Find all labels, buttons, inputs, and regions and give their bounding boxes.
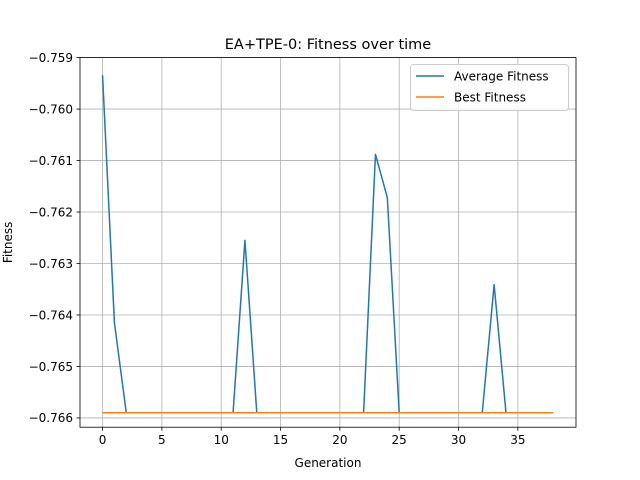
y-tick-label: −0.764 (29, 308, 73, 322)
y-tick-label: −0.766 (29, 411, 73, 425)
x-tick-label: 25 (392, 433, 407, 447)
x-tick-label: 5 (158, 433, 166, 447)
legend-label-best-fitness: Best Fitness (454, 91, 526, 105)
chart-title: EA+TPE-0: Fitness over time (225, 37, 432, 53)
y-tick-label: −0.763 (29, 257, 73, 271)
x-tick-label: 0 (99, 433, 107, 447)
x-tick-label: 15 (273, 433, 288, 447)
x-tick-label: 10 (214, 433, 229, 447)
y-tick-label: −0.759 (29, 51, 73, 65)
legend-label-average-fitness: Average Fitness (454, 70, 549, 84)
legend-box (410, 64, 569, 111)
plot-frame (79, 57, 577, 428)
y-tick-label: −0.762 (29, 205, 73, 219)
x-axis-label: Generation (295, 456, 362, 470)
x-tick-label: 30 (451, 433, 466, 447)
y-tick-label: −0.760 (29, 102, 73, 116)
x-tick-label: 20 (332, 433, 347, 447)
x-tick-label: 35 (510, 433, 525, 447)
y-tick-label: −0.761 (29, 154, 73, 168)
y-tick-label: −0.765 (29, 360, 73, 374)
y-axis-label: Fitness (1, 222, 15, 264)
legend: Average Fitness Best Fitness (410, 64, 569, 111)
axis-ticks: 0 5 10 15 20 25 30 35 −0.759 −0.760 −0.761 −0.762 −0… (29, 51, 526, 447)
series-lines (101, 75, 554, 414)
